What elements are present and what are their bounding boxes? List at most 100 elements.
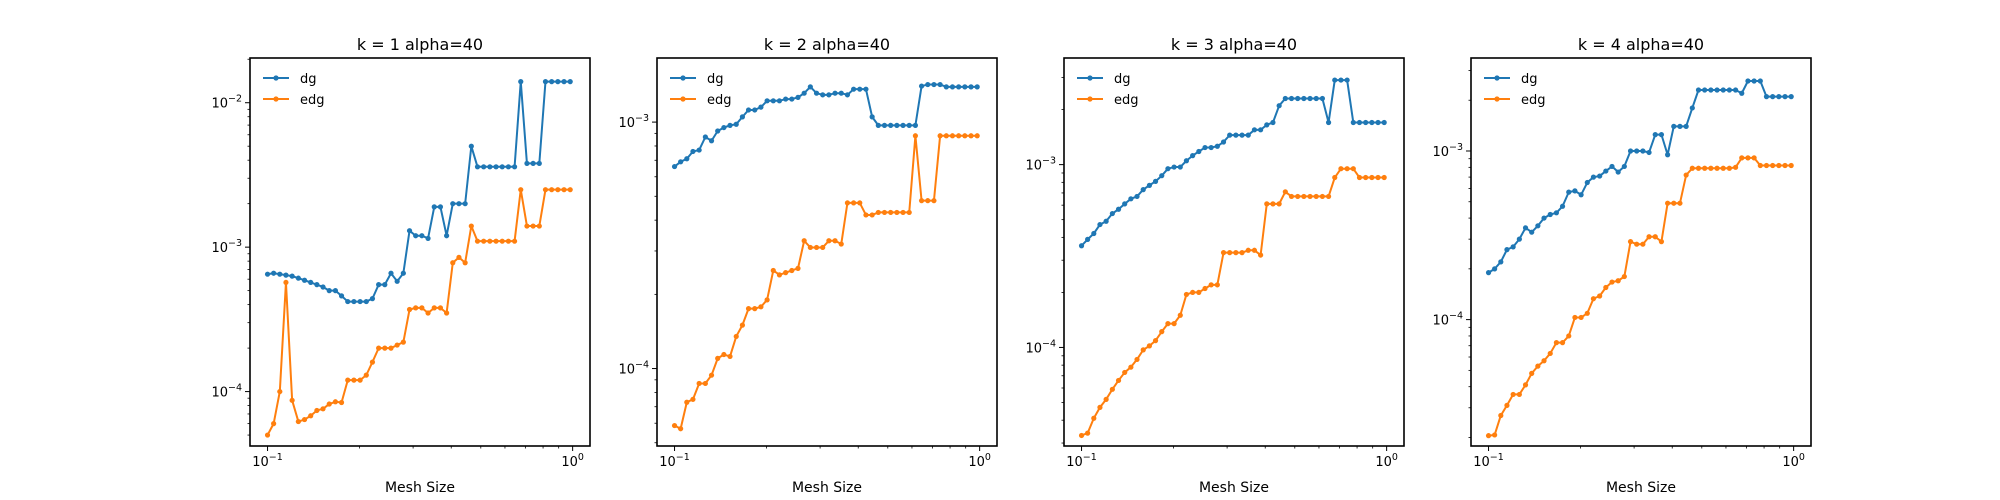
legend-label-dg: dg [1114,72,1131,87]
data-point-edg [1276,201,1282,207]
data-point-dg [295,275,301,281]
x-tick-label: 100 [1375,452,1398,470]
data-point-edg [1338,166,1344,172]
data-point-edg [1572,314,1578,321]
series-dg [671,81,980,170]
data-point-dg [493,164,499,170]
data-point-dg [542,79,549,85]
data-point-dg [308,279,314,286]
data-point-edg [1301,193,1307,200]
x-tick-label: 100 [968,452,991,470]
data-point-dg [1640,148,1646,154]
data-point-edg [1196,289,1202,296]
data-point-edg [1208,282,1214,288]
data-point-dg [1776,94,1782,100]
data-point-dg [1522,225,1529,231]
data-point-dg [277,271,283,277]
data-point-edg [277,388,283,395]
data-point-edg [524,223,530,229]
legend-label-edg: edg [1114,93,1139,108]
data-point-edg [338,399,345,406]
data-point-dg [783,96,789,102]
chart-title: k = 1 alpha=40 [357,35,483,54]
data-point-dg [283,272,289,278]
data-point-edg [1529,370,1535,376]
data-point-dg [1745,78,1751,84]
data-point-edg [949,133,956,139]
data-point-edg [1665,200,1671,206]
data-point-dg [326,288,332,294]
data-point-edg [875,209,881,216]
data-point-edg [801,238,807,244]
data-point-edg [1171,321,1177,327]
data-point-dg [1732,87,1739,93]
data-point-edg [437,305,444,311]
data-point-edg [326,401,332,407]
data-point-dg [671,163,678,170]
data-point-edg [1751,155,1757,161]
data-point-edg [1078,432,1085,439]
data-point-edg [400,339,406,345]
data-point-edg [425,310,431,316]
data-point-dg [1782,94,1788,100]
y-tick-label-base: 10 [1432,314,1449,329]
data-point-dg [1492,266,1498,272]
series-dg [264,79,573,305]
legend-label-edg: edg [1521,93,1546,108]
data-point-edg [1183,291,1190,298]
data-point-edg [1584,310,1590,316]
data-point-edg [832,238,838,244]
data-point-edg [1227,250,1233,256]
data-point-dg [1146,182,1153,188]
data-point-edg [1332,174,1338,181]
series-edg [671,133,980,432]
data-point-edg [857,200,863,206]
data-point-edg [1658,239,1665,245]
data-point-edg [1553,340,1560,346]
data-point-dg [388,270,394,276]
data-point-dg [962,84,968,90]
data-point-dg [518,79,524,85]
data-point-edg [1270,201,1276,207]
data-point-edg [555,187,561,193]
data-point-dg [1233,132,1239,138]
data-point-edg [394,342,400,348]
data-point-edg [881,209,888,216]
data-point-edg [1109,386,1115,392]
x-tick-label-base: 10 [659,455,676,470]
data-point-edg [345,377,351,383]
data-point-dg [369,296,376,302]
data-point-dg [394,278,400,284]
data-point-edg [820,244,826,251]
data-point-edg [1677,200,1683,206]
data-point-edg [456,254,462,260]
data-point-edg [1245,247,1251,253]
data-point-edg [690,396,696,402]
x-axis-label: Mesh Size [1199,480,1269,496]
data-point-edg [1671,200,1677,206]
legend-label-edg: edg [300,93,325,108]
data-point-dg [894,122,900,128]
data-point-edg [530,223,536,229]
data-point-dg [351,298,357,305]
data-point-dg [900,122,906,128]
data-point-dg [1535,223,1541,229]
data-point-edg [320,406,326,412]
data-point-dg [1566,189,1572,195]
data-point-edg [1683,172,1689,178]
data-point-edg [542,187,549,193]
data-point-dg [931,81,937,88]
data-point-dg [549,79,555,85]
chart-title: k = 4 alpha=40 [1578,35,1704,54]
data-point-dg [1547,211,1553,218]
data-point-dg [1264,122,1270,128]
y-tick-label: 10−4 [1432,311,1463,329]
data-point-edg [1745,155,1751,161]
data-point-edg [351,377,357,383]
data-point-dg [1559,203,1566,209]
data-point-edg [1239,250,1245,256]
data-point-edg [745,306,752,312]
data-point-edg [1578,314,1584,321]
